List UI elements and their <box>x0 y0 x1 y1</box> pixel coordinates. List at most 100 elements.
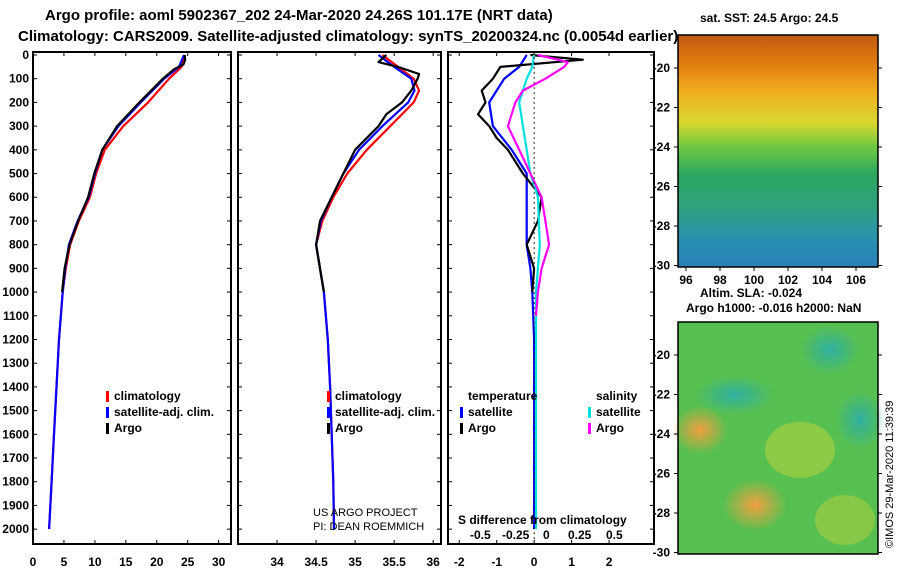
lat-tick-label: -28 <box>653 506 671 520</box>
difference-series <box>476 52 584 544</box>
x-tick-label: 2 <box>606 555 613 569</box>
temperature-series <box>48 54 187 530</box>
sdiff-tick: -0.25 <box>502 528 530 542</box>
legend-label-climatology: climatology <box>114 389 181 403</box>
sdiff-tick: 0.25 <box>568 528 592 542</box>
legend-label-temp-satellite: satellite <box>468 405 513 419</box>
x-tick-label: -2 <box>454 555 465 569</box>
temperature-panel-frame <box>32 51 232 545</box>
sla-features <box>672 325 885 545</box>
x-tick-label: 0 <box>531 555 538 569</box>
lon-tick-label: 96 <box>679 273 693 287</box>
x-tick-label: 35 <box>348 555 362 569</box>
legend-swatch-argo <box>106 423 109 434</box>
depth-tick-label: 0 <box>22 48 29 62</box>
lon-tick-label: 100 <box>744 273 764 287</box>
x-tick-label: -1 <box>491 555 502 569</box>
depth-tick-label: 600 <box>9 190 29 204</box>
depth-tick-label: 1300 <box>2 356 29 370</box>
title-line-1: Argo profile: aoml 5902367_202 24-Mar-20… <box>45 7 553 24</box>
x-tick-label: 25 <box>181 555 195 569</box>
lat-tick-label: -22 <box>653 388 671 402</box>
sla-title-2: Argo h1000: -0.016 h2000: NaN <box>686 301 861 315</box>
lat-tick-label: -20 <box>653 348 671 362</box>
x-tick-label: 10 <box>88 555 102 569</box>
legend-label-argo: Argo <box>335 421 363 435</box>
lat-tick-label: -22 <box>653 101 671 115</box>
sdiff-tick: 0 <box>543 528 550 542</box>
depth-tick-label: 1400 <box>2 380 29 394</box>
depth-tick-label: 200 <box>9 95 29 109</box>
sla-map-frame <box>677 321 879 555</box>
lat-tick-label: -24 <box>653 140 671 154</box>
sla-lat-axis: -20 -22 -24 -26 -28 -30 <box>653 348 882 560</box>
depth-tick-label: 1100 <box>3 309 29 323</box>
lat-tick-label: -30 <box>653 546 671 560</box>
x-tick-label: 1 <box>568 555 575 569</box>
legend-label-climatology: climatology <box>335 389 402 403</box>
temperature-x-axis: 0 5 10 15 20 25 30 <box>30 52 226 569</box>
series-line-argo <box>315 54 421 293</box>
legend-swatch-temp-satellite <box>460 407 463 418</box>
project-label: US ARGO PROJECT <box>313 507 418 519</box>
x-tick-label: 35.5 <box>382 555 406 569</box>
legend-label-argo: Argo <box>114 421 142 435</box>
depth-tick-label: 400 <box>9 143 29 157</box>
legend-swatch-temp-argo <box>460 423 463 434</box>
series-line-salinity-argo <box>506 53 570 316</box>
lon-tick-label: 102 <box>778 273 798 287</box>
x-tick-label: 0 <box>30 555 37 569</box>
depth-tick-label: 1900 <box>2 498 29 512</box>
legend-swatch-sal-satellite <box>588 407 591 418</box>
lon-tick-label: 98 <box>713 273 727 287</box>
legend-temp-header: temperature <box>468 389 538 403</box>
legend-sal-header: salinity <box>596 389 638 403</box>
legend-label-temp-argo: Argo <box>468 421 496 435</box>
depth-tick-label: 1200 <box>2 332 29 346</box>
legend-swatch-satellite <box>327 407 330 418</box>
sst-map <box>678 35 878 267</box>
salinity-series <box>315 54 421 530</box>
series-line-argo <box>61 54 187 293</box>
x-tick-label: 30 <box>212 555 226 569</box>
sst-lat-axis: -20 -22 -24 -26 -28 -30 <box>653 61 882 273</box>
depth-axis: 0 100 200 300 400 500 600 700 800 900 1000 1100 1200… <box>2 48 654 536</box>
depth-tick-label: 100 <box>9 72 29 86</box>
legend-difference: temperature satellite Argo salinity sate… <box>458 389 641 542</box>
legend-salinity: climatology satellite-adj. clim. Argo US… <box>313 389 435 533</box>
sla-title-1: Altim. SLA: -0.024 <box>700 286 802 300</box>
series-line-satellite-adj-clim- <box>315 54 416 530</box>
depth-tick-label: 2000 <box>2 522 29 536</box>
x-tick-label: 15 <box>119 555 133 569</box>
legend-label-sal-satellite: satellite <box>596 405 641 419</box>
sdiff-label: S difference from climatology <box>458 513 627 527</box>
x-tick-label: 5 <box>61 555 68 569</box>
depth-tick-label: 1600 <box>2 427 29 441</box>
series-line-salinity-satellite <box>518 54 541 530</box>
depth-tick-label: 500 <box>9 167 29 181</box>
depth-tick-label: 1000 <box>2 285 29 299</box>
legend-swatch-sal-argo <box>588 423 591 434</box>
lon-tick-label: 104 <box>812 273 832 287</box>
series-line-temperature-satellite <box>488 54 536 530</box>
lat-tick-label: -26 <box>653 180 671 194</box>
sst-title: sat. SST: 24.5 Argo: 24.5 <box>700 11 839 25</box>
legend-swatch-satellite <box>106 407 109 418</box>
sdiff-tick: 0.5 <box>606 528 623 542</box>
depth-tick-label: 1800 <box>2 475 29 489</box>
legend-label-sal-argo: Argo <box>596 421 624 435</box>
depth-tick-label: 300 <box>9 119 29 133</box>
difference-x-axis: -2 -1 0 1 2 <box>454 52 613 569</box>
sst-map-frame <box>677 34 879 268</box>
lat-tick-label: -20 <box>653 61 671 75</box>
legend-swatch-climatology <box>106 391 109 402</box>
difference-panel-frame <box>447 51 655 545</box>
legend-temperature: climatology satellite-adj. clim. Argo <box>106 389 214 435</box>
depth-tick-label: 900 <box>9 261 29 275</box>
title-line-2: Climatology: CARS2009. Satellite-adjuste… <box>18 28 678 45</box>
depth-tick-label: 1500 <box>2 404 29 418</box>
x-tick-label: 34 <box>270 555 284 569</box>
lat-tick-label: -26 <box>653 467 671 481</box>
depth-tick-label: 800 <box>9 238 29 252</box>
